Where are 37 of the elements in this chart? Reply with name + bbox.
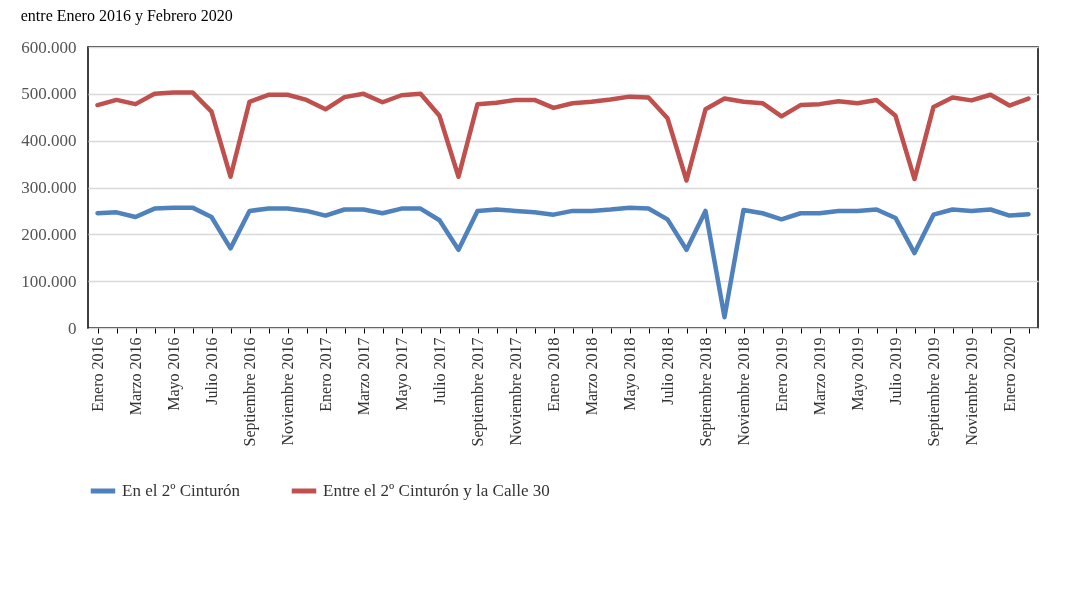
line-series: [95, 90, 1031, 183]
y-tick-label: 100.000: [21, 271, 77, 291]
x-tick-label: Noviembre 2016: [279, 337, 296, 446]
x-tick-label: Mayo 2019: [849, 337, 867, 411]
x-tick-label: Julio 2019: [887, 337, 904, 405]
x-tick-label: Marzo 2019: [811, 337, 828, 416]
x-tick-label: Enero 2017: [317, 337, 334, 412]
x-tick-label: Enero 2019: [773, 337, 790, 412]
x-tick-label: Noviembre 2019: [963, 337, 980, 446]
y-tick-label: 500.000: [21, 84, 77, 104]
y-tick-label: 300.000: [21, 178, 77, 197]
x-tick-label: Enero 2016: [89, 337, 106, 412]
x-tick-label: Noviembre 2018: [735, 337, 752, 446]
x-tick-label: Noviembre 2017: [507, 337, 524, 446]
x-tick-label: Julio 2018: [659, 337, 676, 405]
x-tick-label: Mayo 2018: [621, 337, 639, 411]
x-tick-label: Septiembre 2016: [241, 337, 259, 447]
x-tick-label: Septiembre 2019: [925, 337, 943, 447]
x-tick-label: Marzo 2017: [355, 337, 372, 416]
x-tick-label: Marzo 2016: [127, 337, 144, 416]
y-tick-label: 600.000: [21, 37, 77, 57]
x-tick-label: Septiembre 2018: [697, 337, 715, 447]
legend-label: Entre el 2º Cinturón y la Calle 30: [323, 481, 550, 500]
y-tick-label: 400.000: [21, 131, 77, 151]
x-tick-label: Septiembre 2017: [469, 337, 487, 447]
y-tick-label: 200.000: [21, 224, 77, 244]
x-tick-label: Enero 2020: [1001, 337, 1018, 412]
legend-label: En el 2º Cinturón: [122, 481, 241, 500]
y-tick-label: 0: [68, 318, 77, 338]
x-tick-label: Marzo 2018: [583, 337, 600, 416]
chart-title: entre Enero 2016 y Febrero 2020: [20, 7, 233, 25]
x-tick-label: Mayo 2017: [393, 337, 411, 411]
x-tick-label: Mayo 2016: [165, 337, 183, 411]
x-tick-label: Julio 2016: [203, 337, 220, 405]
x-tick-label: Julio 2017: [431, 337, 448, 405]
x-tick-label: Enero 2018: [545, 337, 562, 412]
line-series: [95, 205, 1031, 320]
